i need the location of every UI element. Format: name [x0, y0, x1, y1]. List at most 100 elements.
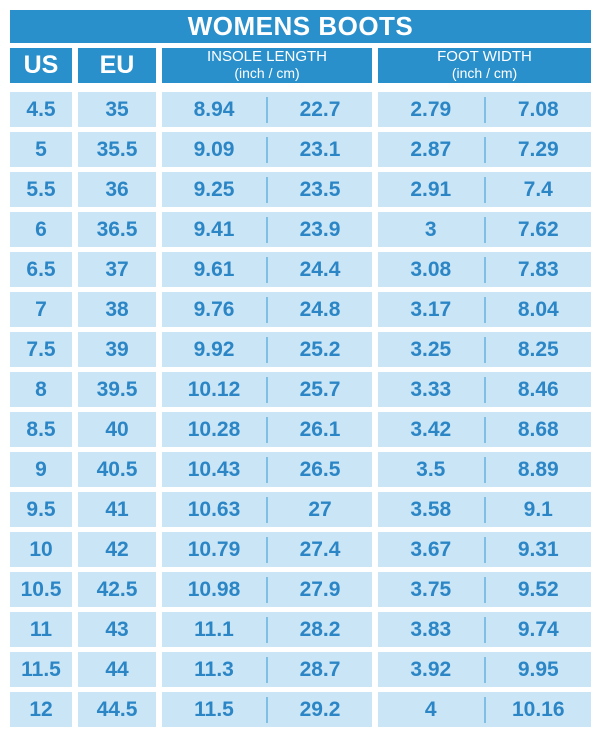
foot-width-unit: (inch / cm): [451, 65, 518, 82]
inch-cm-divider: [266, 416, 268, 443]
foot-width-inch-value: 2.87: [410, 137, 452, 161]
us-size-cell: 8.5: [10, 412, 72, 447]
eu-size-cell: 43: [78, 612, 156, 647]
inch-cm-divider: [266, 456, 268, 483]
us-size-cell: 5.5: [10, 172, 72, 207]
foot-width-cell: 2.91 7.4: [378, 172, 591, 207]
us-size-cell: 11: [10, 612, 72, 647]
eu-size-cell: 38: [78, 292, 156, 327]
inch-cm-divider: [483, 216, 486, 243]
inch-cm-divider: [266, 576, 268, 603]
foot-width-cm-value: 7.4: [523, 177, 553, 201]
inch-cm-divider: [266, 336, 268, 363]
foot-width-cell: 4 10.16: [378, 692, 591, 727]
foot-width-cell: 2.79 7.08: [378, 92, 591, 127]
foot-width-inch-value: 3.75: [410, 577, 452, 601]
insole-inch-value: 9.76: [193, 297, 235, 321]
inch-cm-divider: [266, 696, 268, 723]
us-size-cell: 7.5: [10, 332, 72, 367]
insole-inch-value: 9.61: [193, 257, 235, 281]
foot-width-cm-value: 9.1: [523, 497, 553, 521]
us-size-cell: 9.5: [10, 492, 72, 527]
eu-size-cell: 42: [78, 532, 156, 567]
insole-cm-value: 22.7: [299, 97, 341, 121]
insole-cm-value: 23.9: [299, 217, 341, 241]
inch-cm-divider: [483, 456, 486, 483]
us-size-cell: 6.5: [10, 252, 72, 287]
foot-width-cm-value: 8.68: [517, 417, 559, 441]
insole-cm-value: 27.4: [299, 537, 341, 561]
foot-width-cm-value: 8.46: [517, 377, 559, 401]
inch-cm-divider: [483, 576, 486, 603]
insole-length-unit: (inch / cm): [234, 65, 300, 82]
insole-cm-value: 28.7: [299, 657, 341, 681]
foot-width-inch-value: 3.25: [410, 337, 452, 361]
foot-width-inch-value: 2.79: [410, 97, 452, 121]
insole-length-cell: 10.98 27.9: [162, 572, 372, 607]
us-size-cell: 7: [10, 292, 72, 327]
inch-cm-divider: [483, 336, 486, 363]
foot-width-inch-value: 3.5: [416, 457, 446, 481]
foot-width-cell: 3 7.62: [378, 212, 591, 247]
insole-cm-value: 25.2: [299, 337, 341, 361]
insole-cm-value: 29.2: [299, 697, 341, 721]
foot-width-inch-value: 3.42: [410, 417, 452, 441]
foot-width-cell: 3.5 8.89: [378, 452, 591, 487]
us-size-cell: 8: [10, 372, 72, 407]
eu-size-cell: 39.5: [78, 372, 156, 407]
inch-cm-divider: [266, 296, 268, 323]
insole-length-cell: 9.61 24.4: [162, 252, 372, 287]
insole-length-cell: 9.76 24.8: [162, 292, 372, 327]
foot-width-inch-value: 3.58: [410, 497, 452, 521]
insole-length-cell: 9.92 25.2: [162, 332, 372, 367]
insole-length-cell: 11.3 28.7: [162, 652, 372, 687]
insole-length-cell: 11.5 29.2: [162, 692, 372, 727]
foot-width-cm-value: 8.04: [517, 297, 559, 321]
eu-size-cell: 35: [78, 92, 156, 127]
insole-cm-value: 24.4: [299, 257, 341, 281]
header-foot-width: FOOT WIDTH (inch / cm): [378, 48, 591, 83]
foot-width-inch-value: 3.92: [410, 657, 452, 681]
insole-length-cell: 8.94 22.7: [162, 92, 372, 127]
foot-width-cell: 3.75 9.52: [378, 572, 591, 607]
us-size-cell: 12: [10, 692, 72, 727]
insole-length-cell: 10.12 25.7: [162, 372, 372, 407]
inch-cm-divider: [483, 616, 486, 643]
insole-cm-value: 27: [308, 497, 332, 521]
inch-cm-divider: [483, 416, 486, 443]
eu-size-cell: 42.5: [78, 572, 156, 607]
inch-cm-divider: [266, 376, 268, 403]
insole-cm-value: 23.5: [299, 177, 341, 201]
foot-width-inch-value: 3: [424, 217, 437, 241]
foot-width-inch-value: 3.17: [410, 297, 452, 321]
foot-width-cm-value: 9.74: [517, 617, 559, 641]
insole-length-cell: 10.28 26.1: [162, 412, 372, 447]
eu-size-cell: 44.5: [78, 692, 156, 727]
us-size-cell: 11.5: [10, 652, 72, 687]
foot-width-cell: 2.87 7.29: [378, 132, 591, 167]
inch-cm-divider: [483, 696, 486, 723]
us-size-cell: 6: [10, 212, 72, 247]
insole-cm-value: 26.5: [299, 457, 341, 481]
inch-cm-divider: [266, 176, 268, 203]
foot-width-cell: 3.25 8.25: [378, 332, 591, 367]
inch-cm-divider: [266, 496, 268, 523]
header-row: US EU INSOLE LENGTH (inch / cm) FOOT WID…: [10, 48, 591, 83]
inch-cm-divider: [483, 136, 486, 163]
foot-width-inch-value: 3.33: [410, 377, 452, 401]
header-insole-length: INSOLE LENGTH (inch / cm): [162, 48, 372, 83]
insole-inch-value: 10.43: [187, 457, 241, 481]
foot-width-cell: 3.33 8.46: [378, 372, 591, 407]
insole-inch-value: 11.3: [194, 657, 234, 681]
inch-cm-divider: [266, 616, 268, 643]
insole-inch-value: 10.28: [187, 417, 241, 441]
table-body: 4.5 35 8.94 22.7 2.79 7.08 5 35.5 9.09 2…: [10, 92, 591, 727]
foot-width-cm-value: 9.95: [517, 657, 559, 681]
insole-inch-value: 11.1: [194, 617, 234, 641]
insole-cm-value: 26.1: [299, 417, 341, 441]
inch-cm-divider: [266, 96, 268, 123]
insole-inch-value: 10.79: [187, 537, 241, 561]
inch-cm-divider: [483, 656, 486, 683]
inch-cm-divider: [266, 536, 268, 563]
insole-cm-value: 23.1: [299, 137, 341, 161]
